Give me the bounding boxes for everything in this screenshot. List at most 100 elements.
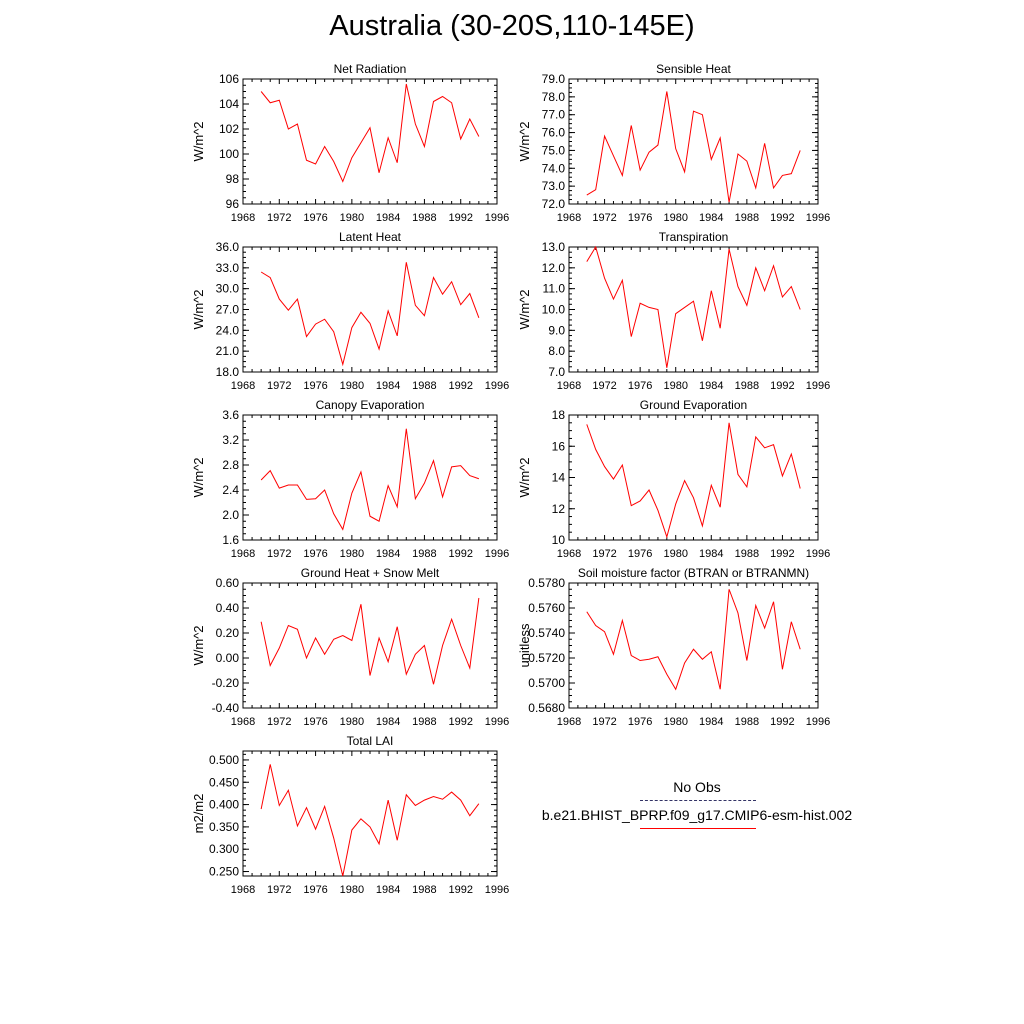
x-tick-label: 1984 [699, 716, 723, 728]
x-tick-label: 1992 [448, 884, 472, 896]
x-tick-label: 1992 [770, 548, 794, 560]
plot-frame [242, 582, 498, 709]
x-tick-label: 1984 [699, 548, 723, 560]
y-axis-label: W/m^2 [517, 457, 532, 497]
x-tick-label: 1996 [806, 380, 830, 392]
x-tick-label: 1992 [448, 380, 472, 392]
y-tick-label: 36.0 [216, 240, 240, 254]
y-tick-label: 16 [552, 439, 566, 453]
chart-panel-8: Total LAI m2/m2 1968 1972 1976 1980 1984 1988 19… [191, 734, 509, 896]
chart-title: Sensible Heat [656, 62, 731, 76]
chart-title: Ground Heat + Snow Melt [301, 566, 440, 580]
y-tick-label: 0.40 [216, 601, 240, 615]
y-tick-label: -0.40 [212, 701, 240, 715]
series-line [260, 428, 480, 531]
x-tick-label: 1972 [267, 380, 291, 392]
series-line [586, 589, 801, 691]
y-tick-label: 9.0 [548, 323, 565, 337]
plot-frame [242, 78, 498, 205]
x-tick-label: 1992 [770, 380, 794, 392]
y-tick-label: 73.0 [542, 179, 566, 193]
legend-line-model [640, 828, 756, 829]
y-tick-label: 77.0 [542, 108, 566, 122]
y-tick-label: 27.0 [216, 303, 240, 317]
chart-panel-2: Latent Heat W/m^2 1968 1972 1976 1980 1984 1988… [191, 230, 509, 392]
chart-panel-1: Sensible Heat W/m^2 1968 1972 1976 1980 1984 19… [517, 62, 830, 224]
y-tick-label: 72.0 [542, 197, 566, 211]
y-tick-label: 21.0 [216, 344, 240, 358]
x-tick-label: 1968 [231, 716, 255, 728]
x-tick-label: 1992 [448, 548, 472, 560]
chart-title: Ground Evaporation [640, 398, 747, 412]
x-tick-label: 1980 [663, 716, 687, 728]
x-tick-label: 1972 [592, 716, 616, 728]
plot-frame [568, 582, 819, 709]
series-line [260, 764, 480, 877]
x-tick-label: 1980 [340, 212, 364, 224]
series-line [260, 597, 480, 685]
x-tick-label: 1988 [412, 884, 436, 896]
x-tick-label: 1972 [592, 380, 616, 392]
chart-title: Latent Heat [339, 230, 402, 244]
y-tick-label: 0.5760 [528, 601, 565, 615]
x-tick-label: 1968 [557, 716, 581, 728]
x-tick-label: 1972 [267, 548, 291, 560]
y-tick-label: 33.0 [216, 261, 240, 275]
y-tick-label: 76.0 [542, 126, 566, 140]
chart-title: Soil moisture factor (BTRAN or BTRANMN) [578, 566, 809, 580]
figure-title: Australia (30-20S,110-145E) [329, 10, 695, 42]
x-tick-label: 1976 [303, 548, 327, 560]
x-tick-label: 1996 [485, 716, 509, 728]
y-tick-label: 100 [219, 147, 239, 161]
y-tick-label: 0.5720 [528, 651, 565, 665]
chart-panel-0: Net Radiation W/m^2 1968 1972 1976 1980 1984 19… [191, 62, 509, 224]
x-tick-label: 1996 [485, 884, 509, 896]
y-tick-label: 0.60 [216, 576, 240, 590]
x-tick-label: 1972 [267, 716, 291, 728]
y-axis-label: W/m^2 [191, 625, 206, 665]
y-tick-label: 2.4 [222, 483, 239, 497]
y-axis-label: W/m^2 [191, 289, 206, 329]
y-tick-label: 13.0 [542, 240, 566, 254]
x-tick-label: 1988 [412, 716, 436, 728]
chart-panel-3: Transpiration W/m^2 1968 1972 1976 1980 1984 19… [517, 230, 830, 392]
x-tick-label: 1984 [376, 884, 400, 896]
x-tick-label: 1968 [231, 548, 255, 560]
y-tick-label: 0.300 [209, 842, 239, 856]
series-line [260, 83, 480, 183]
x-tick-label: 1976 [303, 380, 327, 392]
x-tick-label: 1980 [663, 548, 687, 560]
chart-title: Total LAI [347, 734, 394, 748]
y-tick-label: 0.00 [216, 651, 240, 665]
plot-frame [568, 78, 819, 205]
plot-frame [568, 246, 819, 373]
plot-frame [242, 246, 498, 373]
y-tick-label: 106 [219, 72, 239, 86]
x-tick-label: 1976 [628, 548, 652, 560]
y-tick-label: 79.0 [542, 72, 566, 86]
x-tick-label: 1992 [448, 212, 472, 224]
y-tick-label: 0.5700 [528, 676, 565, 690]
y-tick-label: 75.0 [542, 143, 566, 157]
legend-label-obs: No Obs [673, 779, 721, 795]
y-axis-label: W/m^2 [517, 121, 532, 161]
x-tick-label: 1972 [267, 212, 291, 224]
x-tick-label: 1996 [806, 548, 830, 560]
x-tick-label: 1980 [663, 380, 687, 392]
x-tick-label: 1976 [303, 716, 327, 728]
y-axis-label: W/m^2 [191, 457, 206, 497]
y-tick-label: 12 [552, 502, 566, 516]
x-tick-label: 1968 [231, 884, 255, 896]
y-tick-label: 14 [552, 471, 566, 485]
x-tick-label: 1988 [735, 548, 759, 560]
x-tick-label: 1976 [303, 884, 327, 896]
x-tick-label: 1968 [231, 380, 255, 392]
x-tick-label: 1996 [806, 716, 830, 728]
y-tick-label: 8.0 [548, 344, 565, 358]
y-tick-label: 0.20 [216, 626, 240, 640]
plot-frame [242, 414, 498, 541]
x-tick-label: 1988 [735, 716, 759, 728]
y-tick-label: 102 [219, 122, 239, 136]
y-tick-label: 3.6 [222, 408, 239, 422]
